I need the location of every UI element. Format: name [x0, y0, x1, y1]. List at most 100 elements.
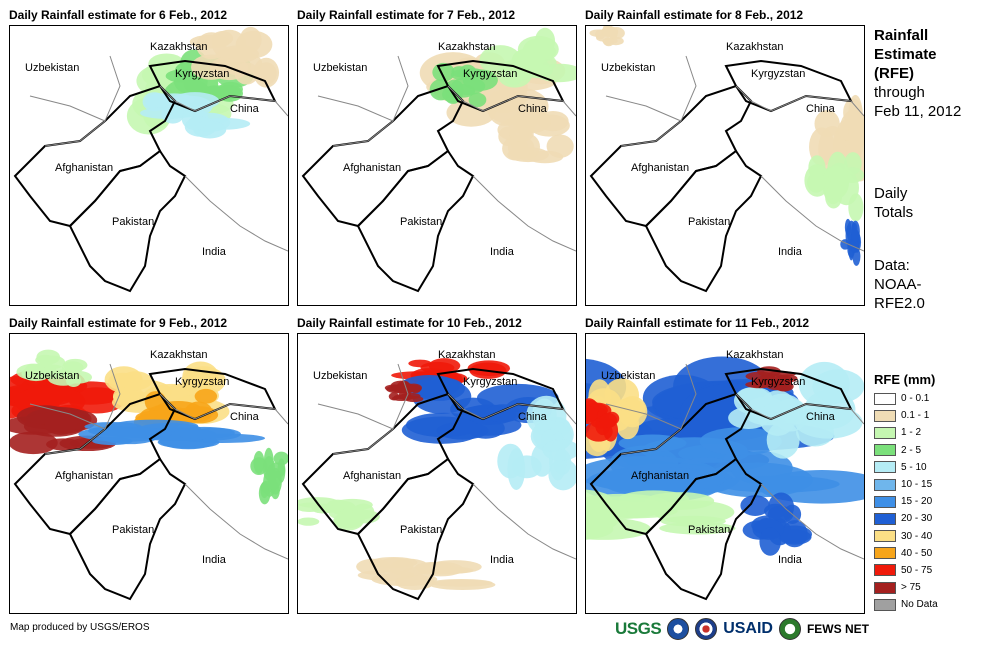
rain-patch: [61, 361, 84, 374]
map-label-china: China: [518, 411, 547, 423]
rainfall-map: [298, 358, 576, 601]
rain-patch: [446, 98, 496, 127]
map-label-kyrgyzstan: Kyrgyzstan: [175, 68, 230, 80]
panel-title: Daily Rainfall estimate for 9 Feb., 2012: [9, 316, 228, 330]
rain-patch: [522, 63, 553, 79]
rain-patch: [489, 89, 528, 108]
side-title-line: Rainfall: [874, 27, 929, 44]
rain-patch: [190, 54, 232, 80]
rain-patch: [599, 413, 618, 428]
rain-patch: [78, 426, 172, 442]
country-border: [605, 363, 697, 455]
rain-patch: [814, 110, 840, 138]
rain-patch: [775, 381, 792, 392]
country-border: [644, 149, 763, 293]
map-label-afghanistan: Afghanistan: [631, 470, 690, 482]
country-border: [159, 393, 288, 425]
country-border: [317, 363, 409, 455]
country-border: [472, 175, 576, 252]
rain-patch: [757, 374, 776, 385]
side-data-line: NOAA-: [874, 276, 922, 293]
rain-patch: [403, 566, 474, 575]
rfe-legend: RFE (mm) 0 - 0.1 0.1 - 1 1 - 2 2 - 5 5 - 10 1…: [874, 372, 938, 613]
map-label-india: India: [778, 246, 802, 258]
legend-swatch: [874, 461, 896, 474]
rain-patch: [822, 166, 850, 200]
legend-label: 5 - 10: [901, 461, 927, 473]
rain-patch: [586, 493, 668, 512]
legend-item: 0.1 - 1: [874, 407, 938, 424]
rain-patch: [64, 370, 93, 384]
legend-swatch: [874, 581, 896, 594]
rain-patch: [194, 388, 218, 404]
map-label-india: India: [778, 554, 802, 566]
legend-swatch: [874, 547, 896, 560]
map-label-uzbekistan: Uzbekistan: [313, 62, 368, 74]
rain-patch: [119, 371, 153, 391]
country-border: [29, 55, 121, 147]
legend-item: 40 - 50: [874, 545, 938, 562]
legend-item: 0 - 0.1: [874, 390, 938, 407]
rain-patch: [794, 405, 863, 439]
legend-item: 10 - 15: [874, 476, 938, 493]
legend-label: > 75: [901, 582, 921, 594]
rain-patch: [327, 499, 349, 511]
legend-label: 1 - 2: [901, 427, 922, 439]
legend-label: No Data: [901, 599, 938, 611]
country-border: [356, 457, 475, 601]
map-label-uzbekistan: Uzbekistan: [25, 370, 80, 382]
legend-label: 0.1 - 1: [901, 410, 930, 422]
country-border: [317, 55, 409, 147]
country-border: [472, 483, 576, 560]
map-label-kazakhstan: Kazakhstan: [150, 349, 208, 361]
panel-title: Daily Rainfall estimate for 10 Feb., 201…: [297, 316, 522, 330]
rain-patch: [844, 152, 862, 175]
legend-swatch: [874, 598, 896, 611]
country-border: [447, 85, 576, 117]
rain-patch: [608, 27, 625, 40]
usaid-logo: USAID: [723, 620, 773, 637]
legend-label: 30 - 40: [901, 530, 933, 542]
side-data-source: Data: NOAA- RFE2.0: [874, 256, 925, 313]
rain-patch: [184, 116, 217, 137]
rain-patch: [586, 405, 598, 423]
rain-patch: [848, 110, 864, 155]
map-label-kazakhstan: Kazakhstan: [726, 349, 784, 361]
rain-patch: [298, 517, 320, 526]
side-through: through: [874, 84, 925, 101]
legend-label: 2 - 5: [901, 444, 922, 456]
rain-patch: [273, 451, 288, 466]
map-credit: Map produced by USGS/EROS: [10, 622, 150, 633]
country-border: [760, 483, 864, 560]
country-border: [68, 149, 187, 293]
map-label-kazakhstan: Kazakhstan: [438, 41, 496, 53]
country-border: [589, 84, 753, 228]
map-label-afghanistan: Afghanistan: [631, 162, 690, 174]
map-label-pakistan: Pakistan: [688, 524, 731, 536]
legend-label: 10 - 15: [901, 479, 933, 491]
country-border: [644, 457, 763, 601]
legend-item: 5 - 10: [874, 459, 938, 476]
rainfall-map: [13, 26, 288, 293]
rain-patch: [140, 107, 195, 120]
map-label-afghanistan: Afghanistan: [55, 162, 114, 174]
map-label-kazakhstan: Kazakhstan: [438, 349, 496, 361]
map-label-china: China: [518, 103, 547, 115]
rain-patch: [16, 363, 52, 381]
map-label-kyrgyzstan: Kyrgyzstan: [463, 376, 518, 388]
rain-patch: [511, 109, 552, 134]
rain-patch: [429, 579, 496, 591]
rain-patch: [42, 364, 66, 379]
map-label-kyrgyzstan: Kyrgyzstan: [751, 376, 806, 388]
map-label-china: China: [806, 411, 835, 423]
map-label-china: China: [230, 103, 259, 115]
map-label-afghanistan: Afghanistan: [343, 470, 402, 482]
side-title: Rainfall Estimate (RFE) through Feb 11, …: [874, 26, 961, 121]
legend-item: 2 - 5: [874, 442, 938, 459]
country-border: [184, 175, 288, 252]
seal-logo-icon: [695, 618, 718, 640]
country-border: [68, 457, 187, 601]
rain-patch: [716, 475, 840, 493]
side-data-line: Data:: [874, 257, 910, 274]
rainfall-map: [10, 349, 288, 601]
